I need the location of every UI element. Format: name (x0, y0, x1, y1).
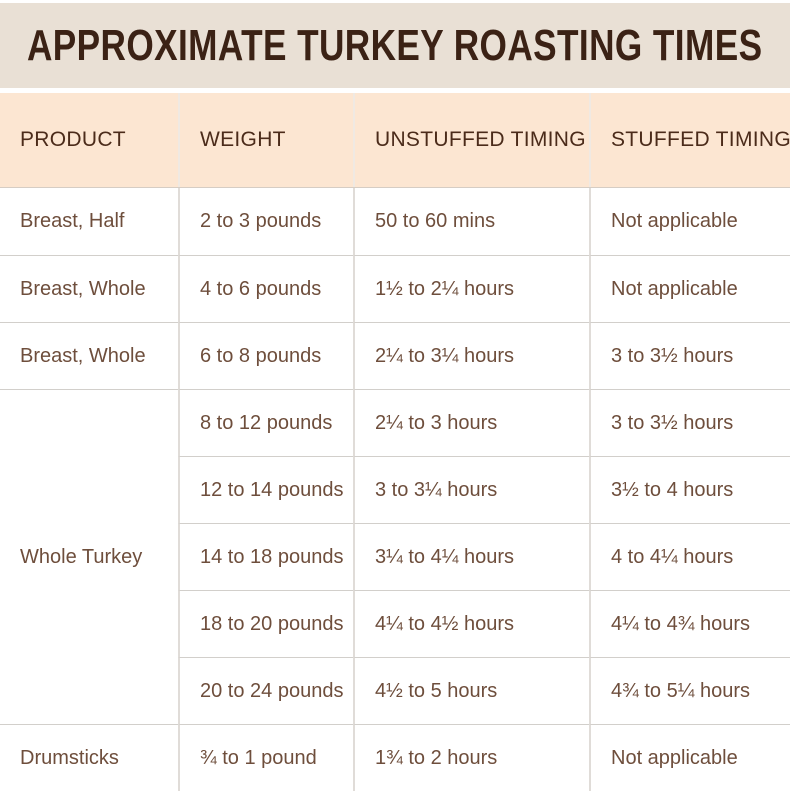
product-cell: Breast, Half (20, 210, 125, 232)
stuffed-cell: 4 to 4¼ hours (589, 523, 790, 590)
weight-cell: 8 to 12 pounds (178, 389, 353, 456)
stuffed-cell: 4¾ to 5¼ hours (589, 657, 790, 724)
column-header-weight: WEIGHT (178, 93, 353, 187)
column-header-product: PRODUCT (20, 128, 126, 151)
product-cell: Breast, Whole (0, 255, 178, 322)
stuffed-cell: 4¼ to 4¾ hours (589, 590, 790, 657)
unstuffed-cell: 1¾ to 2 hours (353, 724, 589, 791)
unstuffed-cell: 2¼ to 3 hours (353, 389, 589, 456)
weight-cell: 2 to 3 pounds (178, 188, 353, 255)
column-header-stuffed: STUFFED TIMING (589, 93, 790, 187)
stuffed-cell: 3½ to 4 hours (589, 456, 790, 523)
weight-cell: 20 to 24 pounds (178, 657, 353, 724)
weight-cell: 14 to 18 pounds (178, 523, 353, 590)
unstuffed-cell: 1½ to 2¼ hours (353, 255, 589, 322)
unstuffed-cell: 3¼ to 4¼ hours (353, 523, 589, 590)
table-body: Breast, Half 2 to 3 pounds 50 to 60 mins… (0, 188, 790, 791)
stuffed-cell: Not applicable (589, 724, 790, 791)
title-banner: APPROXIMATE TURKEY ROASTING TIMES (0, 3, 790, 88)
unstuffed-cell: 4¼ to 4½ hours (353, 590, 589, 657)
unstuffed-cell: 3 to 3¼ hours (353, 456, 589, 523)
page-title: APPROXIMATE TURKEY ROASTING TIMES (27, 20, 763, 70)
stuffed-cell: Not applicable (589, 255, 790, 322)
weight-cell: 6 to 8 pounds (178, 322, 353, 389)
unstuffed-cell: 4½ to 5 hours (353, 657, 589, 724)
unstuffed-cell: 50 to 60 mins (353, 188, 589, 255)
stuffed-cell: 3 to 3½ hours (589, 389, 790, 456)
weight-cell: 4 to 6 pounds (178, 255, 353, 322)
weight-cell: 18 to 20 pounds (178, 590, 353, 657)
stuffed-cell: Not applicable (589, 188, 790, 255)
weight-cell: ¾ to 1 pound (178, 724, 353, 791)
product-cell-whole-turkey: Whole Turkey (0, 389, 178, 724)
weight-cell: 12 to 14 pounds (178, 456, 353, 523)
unstuffed-cell: 2¼ to 3¼ hours (353, 322, 589, 389)
product-cell: Drumsticks (0, 724, 178, 791)
column-header-unstuffed: UNSTUFFED TIMING (353, 93, 589, 187)
table-header-row: PRODUCT WEIGHT UNSTUFFED TIMING STUFFED … (0, 93, 790, 188)
product-cell: Breast, Whole (0, 322, 178, 389)
stuffed-cell: 3 to 3½ hours (589, 322, 790, 389)
